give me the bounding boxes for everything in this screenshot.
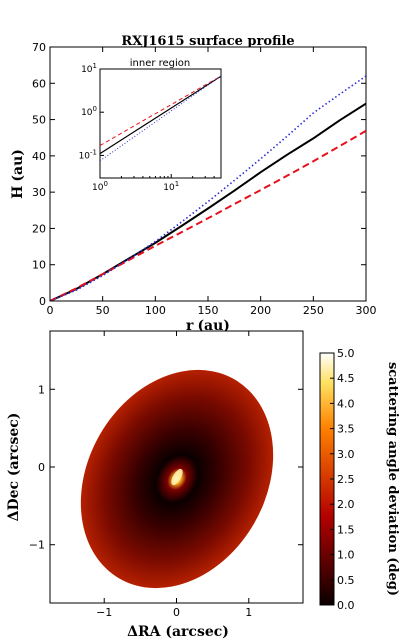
y-tick-label: 70 [32, 41, 46, 54]
map-x-ticks: −1 0 1 [96, 331, 252, 619]
inset-frame [99, 68, 222, 179]
colorbar-tick-label: 0.0 [337, 599, 355, 612]
x-tick-label: 50 [96, 304, 110, 317]
colorbar-tick-label: 1.0 [337, 549, 355, 562]
map-x-tick-label: −1 [96, 606, 112, 619]
colorbar-tick-label: 4.5 [337, 372, 355, 385]
x-tick-label: 150 [198, 304, 219, 317]
map-y-tick-label: 1 [38, 383, 45, 396]
map-x-axis-label: ΔRA (arcsec) [127, 624, 229, 640]
x-axis-label: r (au) [186, 318, 230, 334]
x-tick-label: 250 [303, 304, 324, 317]
inset-y-tick-label: 101 [81, 62, 97, 75]
inset-chart: inner region 100 101 10-1 100 101 [79, 58, 222, 193]
map-x-tick-label: 1 [245, 606, 252, 619]
inset-x-tick-label: 101 [163, 180, 179, 193]
y-axis-label-var: H [10, 186, 26, 199]
surface-profile-chart: RXJ1615 surface profile 0 50 100 150 200 250 3… [10, 34, 377, 334]
colorbar-tick-label: 2.5 [337, 473, 355, 486]
colorbar-tick-label: 0.5 [337, 574, 355, 587]
map-y-axis-label: ΔDec (arcsec) [6, 413, 22, 522]
x-tick-label: 300 [356, 304, 377, 317]
y-tick-label: 50 [32, 114, 46, 127]
inset-line-dotted [100, 75, 221, 162]
inset-line-solid [100, 75, 221, 155]
map-x-tick-label: 0 [173, 606, 180, 619]
map-y-axis-delta: Δ [6, 510, 22, 521]
x-axis-ticks: 0 50 100 150 200 250 300 [47, 47, 377, 317]
series-line-dotted [50, 75, 366, 301]
colorbar-tick-label: 5.0 [337, 347, 355, 360]
series-line-dashed [50, 129, 366, 301]
map-y-tick-label: −1 [29, 539, 45, 552]
scattering-map: −1 0 1 −101 ΔRA (arcsec) ΔDec (arcsec) 0.0… [6, 330, 400, 640]
map-x-axis-text: RA (arcsec) [138, 624, 229, 640]
x-axis-label-var: r [186, 318, 194, 334]
map-y-ticks: −1 0 1 [29, 383, 303, 552]
inset-title: inner region [130, 58, 191, 69]
colorbar-ticks: 0.0 0.5 1.0 1.5 2.0 2.5 3.0 3.5 4.0 4.5 5.0 [330, 347, 355, 612]
y-tick-label: 20 [32, 222, 46, 235]
map-x-axis-delta: Δ [127, 624, 138, 640]
colorbar-label: scattering angle deviation (deg) [385, 362, 400, 596]
y-axis-ticks: 0 10 20 30 40 50 60 70 [32, 41, 366, 308]
colorbar-tick-label: 4.0 [337, 397, 355, 410]
colorbar-tick-label: 3.5 [337, 423, 355, 436]
x-axis-label-unit: (au) [197, 318, 230, 334]
colorbar-tick-label: 3.0 [337, 448, 355, 461]
x-tick-label: 0 [47, 304, 54, 317]
x-tick-label: 200 [250, 304, 271, 317]
x-tick-label: 100 [145, 304, 166, 317]
series-group [50, 75, 366, 301]
y-tick-label: 0 [39, 295, 46, 308]
disk-bright-core [171, 468, 183, 486]
map-y-tick-label: 0 [38, 461, 45, 474]
colorbar-tick-label: 2.0 [337, 498, 355, 511]
inset-series-group [100, 75, 221, 162]
inset-y-tick-label: 100 [81, 105, 97, 118]
y-tick-label: 10 [32, 259, 46, 272]
y-axis-label: H (au) [10, 149, 26, 199]
y-tick-label: 40 [32, 150, 46, 163]
y-tick-label: 30 [32, 186, 46, 199]
y-tick-label: 60 [32, 77, 46, 90]
colorbar-tick-label: 1.5 [337, 523, 355, 536]
inset-line-dashed [100, 75, 221, 146]
inset-x-tick-label: 100 [92, 180, 108, 193]
chart-title: RXJ1615 surface profile [121, 34, 294, 49]
y-axis-label-unit: (au) [10, 149, 26, 182]
chart-title-rest: 1615 surface profile [148, 34, 294, 49]
chart-title-bold: RXJ [121, 34, 148, 49]
inset-y-tick-label: 10-1 [79, 148, 97, 161]
map-y-axis-text: Dec (arcsec) [6, 413, 22, 511]
